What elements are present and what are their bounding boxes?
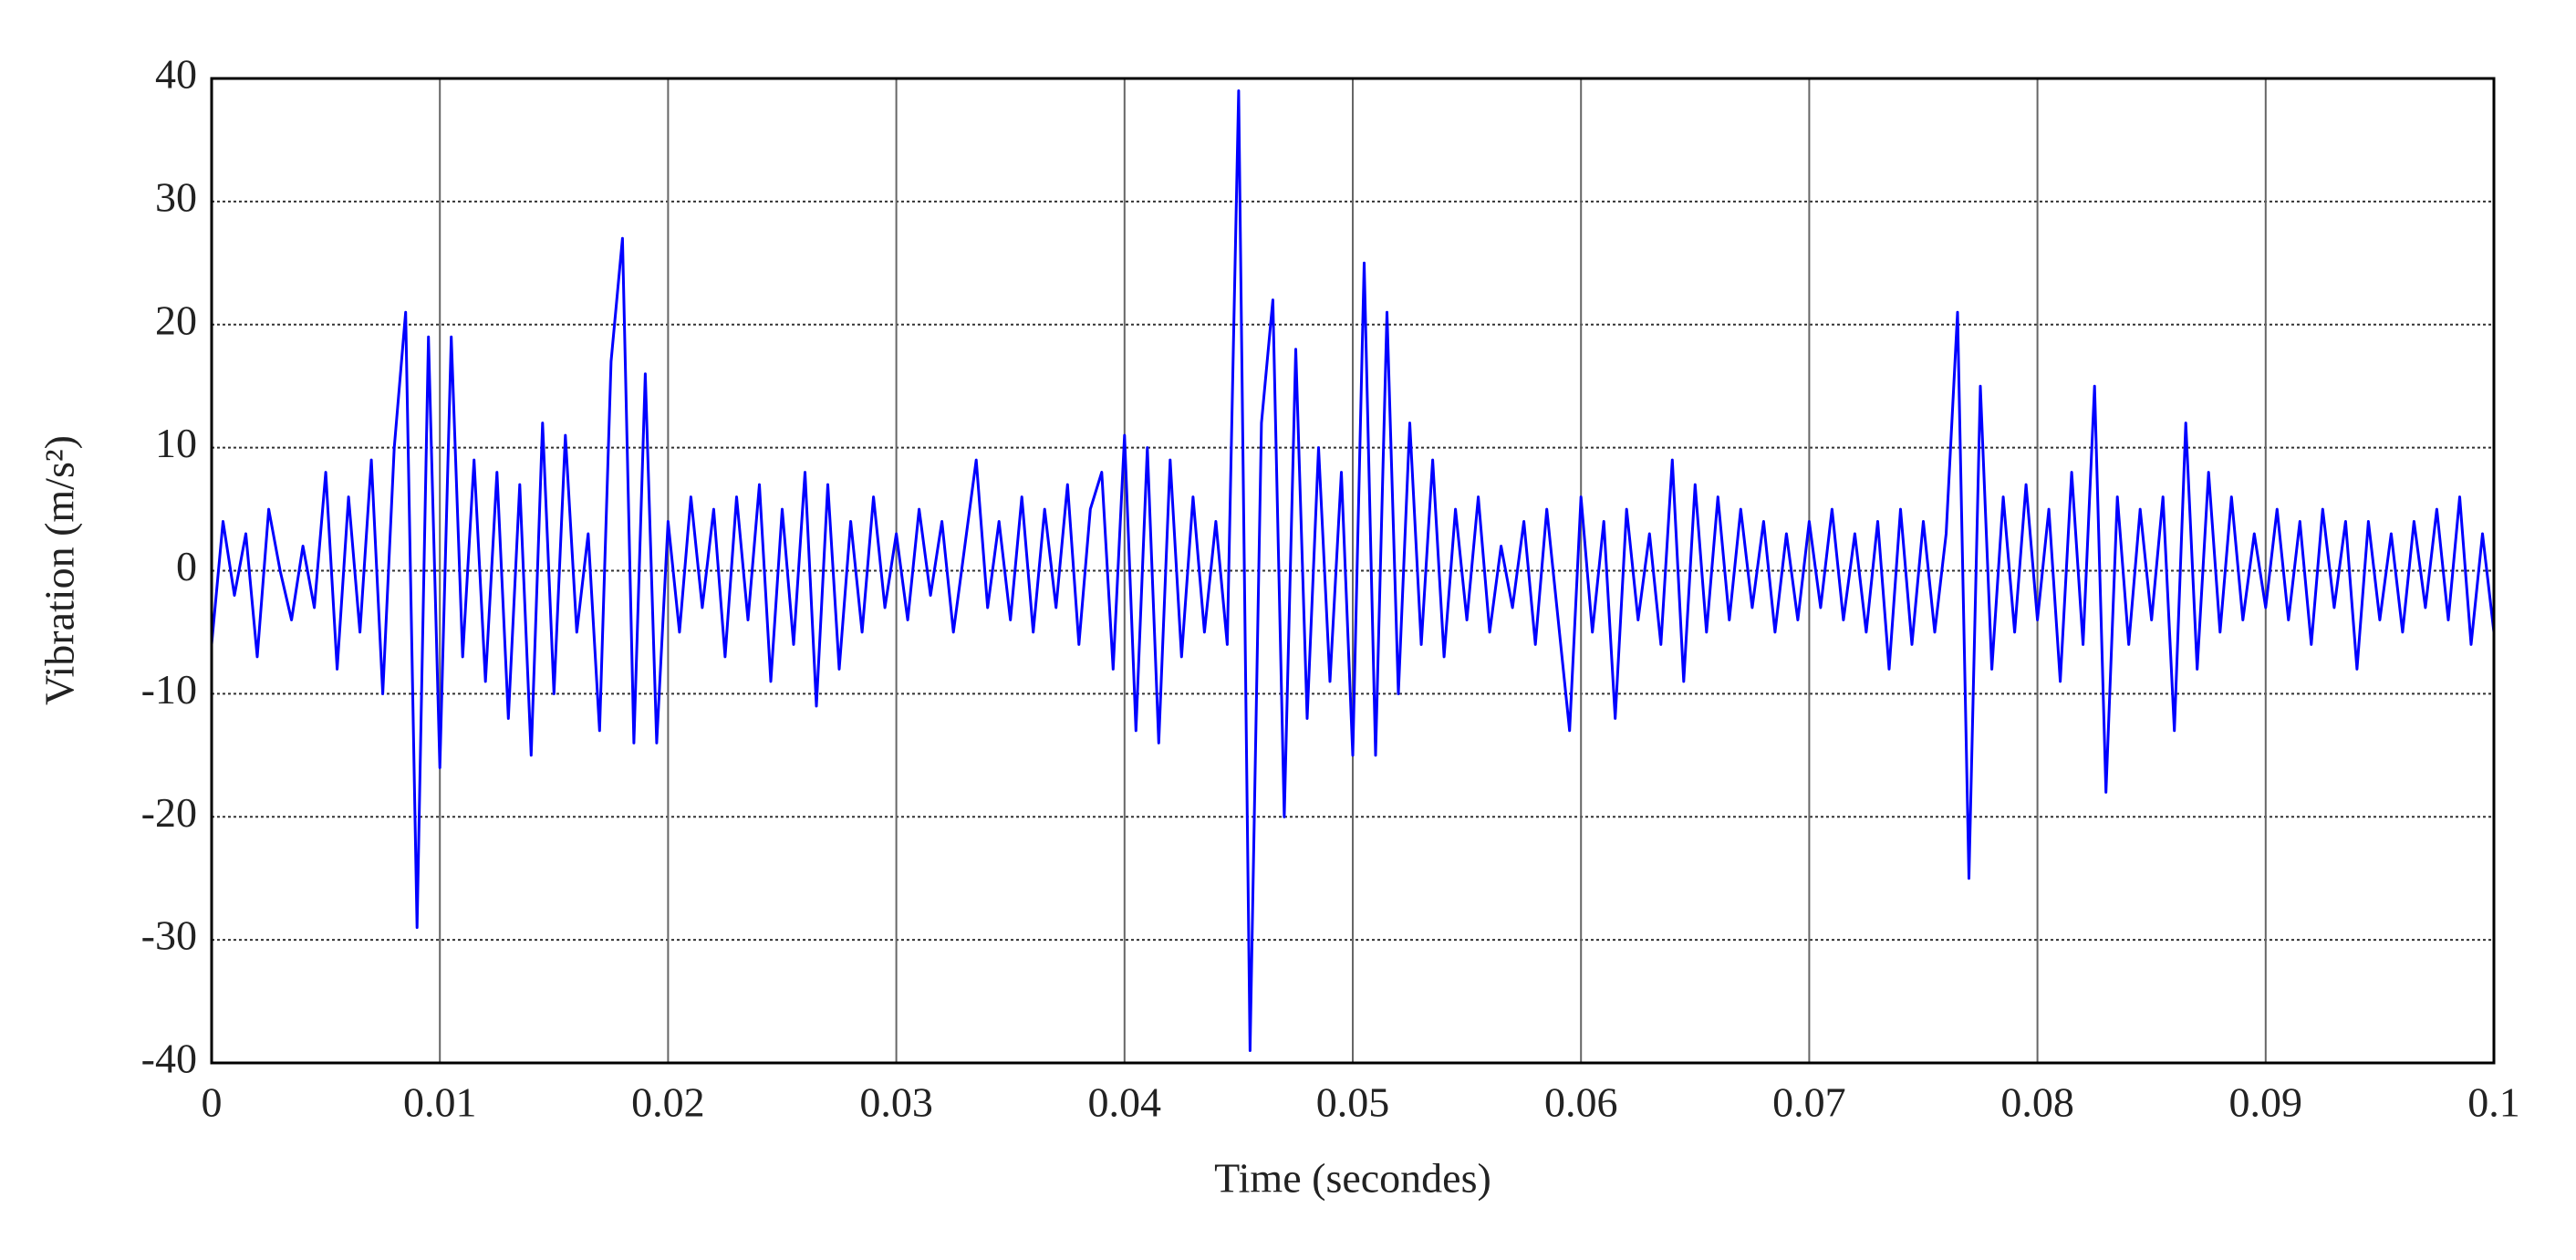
x-tick-label: 0.01: [403, 1079, 477, 1126]
y-tick-label: -10: [141, 666, 197, 713]
x-axis-label: Time (secondes): [1214, 1155, 1491, 1202]
x-tick-label: 0.03: [859, 1079, 933, 1126]
y-tick-label: 30: [155, 173, 197, 220]
x-tick-label: 0.04: [1088, 1079, 1162, 1126]
x-tick-label: 0: [202, 1079, 223, 1126]
x-tick-label: 0.02: [631, 1079, 705, 1126]
signal-line: [210, 89, 2496, 1052]
y-tick-label: 10: [155, 420, 197, 466]
x-tick-label: 0.09: [2229, 1079, 2303, 1126]
x-tick-label: 0.1: [2467, 1079, 2520, 1126]
x-tick-label: 0.07: [1772, 1079, 1846, 1126]
y-axis-label: Vibration (m/s²): [36, 435, 83, 705]
y-tick-label: -30: [141, 912, 197, 959]
y-tick-label: -40: [141, 1036, 197, 1082]
y-tick-label: 20: [155, 297, 197, 343]
y-tick-label: 0: [176, 543, 197, 589]
x-tick-label: 0.08: [2000, 1079, 2074, 1126]
x-tick-label: 0.05: [1316, 1079, 1390, 1126]
y-tick-label: -20: [141, 789, 197, 836]
y-tick-label: 40: [155, 51, 197, 98]
plot-frame: [210, 77, 2496, 1065]
x-tick-label: 0.06: [1544, 1079, 1618, 1126]
